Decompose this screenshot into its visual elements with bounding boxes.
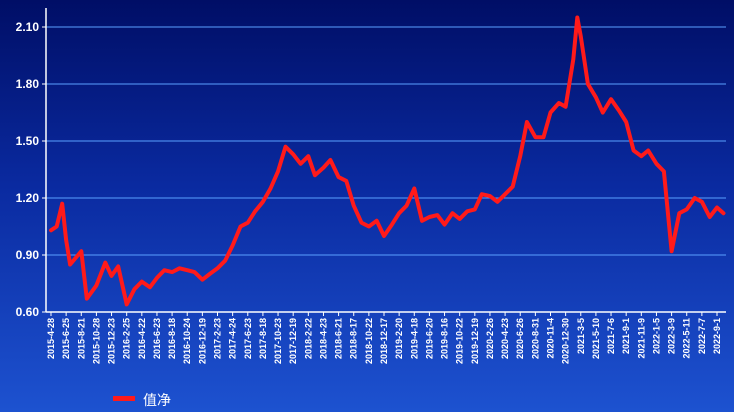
x-tick-label-5: 2016-2-25: [122, 318, 132, 359]
x-tick-label-26: 2019-8-16: [440, 318, 450, 359]
x-tick-label-38: 2021-9-1: [621, 318, 631, 354]
x-tick-label-22: 2018-12-17: [379, 318, 389, 364]
x-tick-label-11: 2017-2-23: [213, 318, 223, 359]
series-lines: [49, 15, 726, 307]
x-tick-label-43: 2022-7-7: [697, 318, 707, 354]
y-tick-label-3: 1.50: [16, 134, 40, 148]
x-tick-label-25: 2019-6-20: [424, 318, 434, 359]
y-tick-label-4: 1.80: [16, 77, 40, 91]
x-tick-label-10: 2016-12-19: [197, 318, 207, 364]
x-tick-label-17: 2018-2-22: [303, 318, 313, 359]
x-tick-label-39: 2021-11-9: [636, 318, 646, 359]
y-tick-labels: 0.60 0.90 1.20 1.50 1.80 2.10: [16, 20, 46, 319]
series-line-0: [49, 15, 726, 307]
x-tick-label-7: 2016-6-23: [152, 318, 162, 359]
legend-swatch: [113, 396, 135, 401]
x-tick-label-33: 2020-11-4: [546, 318, 556, 359]
gridlines: [46, 26, 726, 313]
x-tick-label-19: 2018-6-21: [334, 318, 344, 359]
x-tick-label-2: 2015-8-21: [76, 318, 86, 359]
x-tick-label-12: 2017-4-24: [228, 318, 238, 359]
x-tick-label-32: 2020-8-31: [530, 318, 540, 359]
y-tick-label-0: 0.60: [16, 305, 40, 319]
x-tick-label-20: 2018-8-17: [349, 318, 359, 359]
y-tick-label-1: 0.90: [16, 248, 40, 262]
x-tick-label-44: 2022-9-1: [712, 318, 722, 354]
x-tick-label-42: 2022-5-11: [682, 318, 692, 359]
x-tick-label-30: 2020-4-23: [500, 318, 510, 359]
x-tick-label-1: 2015-6-25: [61, 318, 71, 359]
x-tick-label-3: 2015-10-28: [91, 318, 101, 364]
x-tick-label-36: 2021-5-10: [591, 318, 601, 359]
x-tick-label-27: 2019-10-22: [455, 318, 465, 364]
y-tick-label-5: 2.10: [16, 20, 40, 34]
axes: [45, 8, 726, 313]
y-tick-label-2: 1.20: [16, 191, 40, 205]
x-tick-label-28: 2019-12-19: [470, 318, 480, 364]
x-tick-label-4: 2015-12-23: [107, 318, 117, 364]
x-tick-label-35: 2021-3-5: [576, 318, 586, 354]
x-tick-label-37: 2021-7-6: [606, 318, 616, 354]
legend-label-series-1: 值净: [143, 393, 171, 409]
x-tick-label-24: 2019-4-18: [409, 318, 419, 359]
x-tick-labels: 2015-4-28 2015-6-25 2015-8-21 2015-10-28 201…: [46, 312, 722, 364]
x-tick-label-41: 2022-3-9: [667, 318, 677, 354]
x-tick-label-40: 2022-1-5: [651, 318, 661, 354]
x-tick-label-6: 2016-4-22: [137, 318, 147, 359]
x-tick-label-0: 2015-4-28: [46, 318, 56, 359]
x-tick-label-21: 2018-10-22: [364, 318, 374, 364]
x-tick-label-8: 2016-8-18: [167, 318, 177, 359]
x-tick-label-9: 2016-10-24: [182, 318, 192, 364]
x-tick-label-15: 2017-10-23: [273, 318, 283, 364]
x-tick-label-18: 2018-4-23: [318, 318, 328, 359]
x-tick-label-13: 2017-6-23: [243, 318, 253, 359]
x-tick-label-29: 2020-2-26: [485, 318, 495, 359]
x-tick-label-16: 2017-12-19: [288, 318, 298, 364]
x-tick-label-31: 2020-6-26: [515, 318, 525, 359]
x-tick-label-34: 2020-12-30: [561, 318, 571, 364]
legend: 值净: [113, 393, 171, 409]
x-tick-label-23: 2019-2-20: [394, 318, 404, 359]
x-tick-label-14: 2017-8-18: [258, 318, 268, 359]
